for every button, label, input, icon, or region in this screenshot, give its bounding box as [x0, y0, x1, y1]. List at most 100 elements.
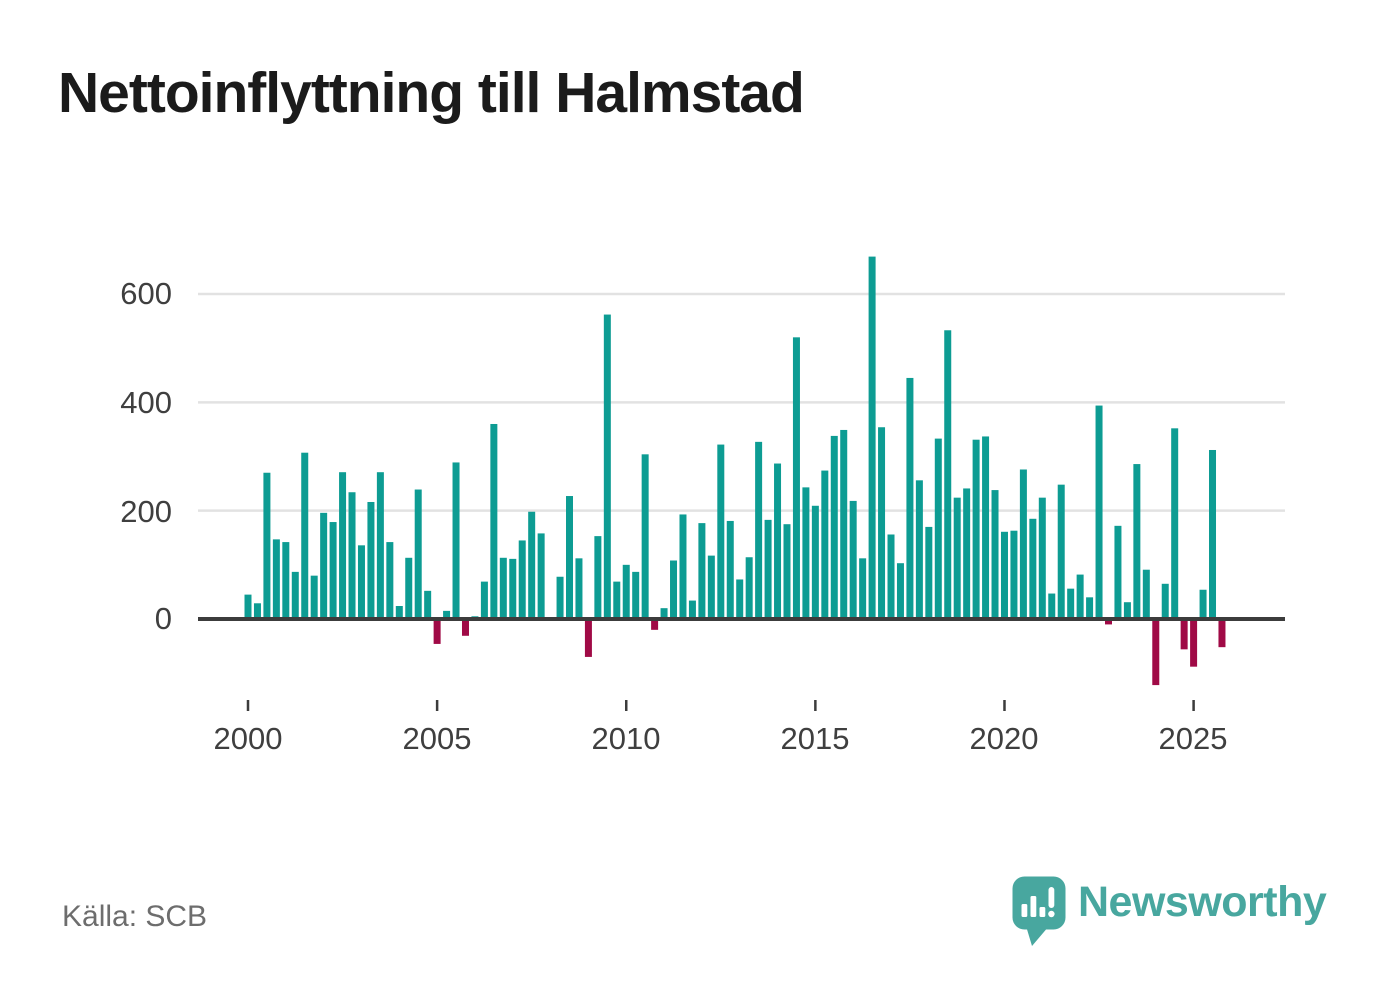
- bar: [499, 557, 507, 619]
- bar: [594, 536, 602, 619]
- bar: [405, 557, 413, 619]
- bar: [755, 441, 763, 619]
- bar: [859, 558, 867, 619]
- bar: [982, 436, 990, 619]
- bar: [575, 558, 583, 619]
- bar: [1019, 469, 1027, 619]
- bar: [1029, 518, 1037, 619]
- bar: [1142, 569, 1150, 619]
- bar: [915, 480, 923, 619]
- bar: [1123, 602, 1131, 619]
- bar: [1067, 588, 1075, 619]
- bar: [339, 472, 347, 619]
- brand-name: Newsworthy: [1078, 878, 1327, 926]
- bar: [830, 435, 838, 619]
- bar: [1161, 583, 1169, 619]
- bar: [291, 571, 299, 619]
- bar-negative: [1105, 619, 1112, 625]
- bar: [1209, 449, 1217, 619]
- bar: [443, 610, 451, 619]
- bar-negative: [433, 619, 441, 644]
- bar-negative: [651, 619, 659, 630]
- bar: [1133, 464, 1141, 619]
- bar: [991, 490, 999, 619]
- bar-negative: [1190, 619, 1198, 667]
- bar: [603, 314, 611, 619]
- bar: [386, 542, 394, 619]
- bar: [480, 581, 488, 619]
- x-axis-label-2015: 2015: [780, 721, 850, 756]
- bar: [802, 487, 810, 619]
- bar: [641, 454, 649, 619]
- x-axis-label-2020: 2020: [969, 721, 1039, 756]
- bar: [518, 540, 526, 619]
- bar: [840, 429, 848, 619]
- source-label: Källa: SCB: [62, 900, 208, 933]
- bar: [774, 463, 782, 619]
- bar: [679, 514, 687, 619]
- bar: [537, 533, 545, 619]
- bar: [528, 511, 536, 619]
- bar: [944, 330, 952, 619]
- bar: [310, 575, 318, 619]
- bar: [688, 600, 696, 619]
- bar: [632, 571, 640, 619]
- bar: [613, 581, 621, 619]
- bar: [963, 488, 971, 619]
- bar: [452, 462, 460, 619]
- bar: [698, 523, 706, 619]
- bar: [783, 524, 791, 619]
- bar: [764, 519, 772, 619]
- newsworthy-chart-bubble-icon: [1012, 876, 1066, 946]
- bar: [745, 557, 753, 619]
- bar: [490, 423, 498, 619]
- bar: [1076, 574, 1084, 619]
- bar: [329, 522, 337, 619]
- bar: [1114, 525, 1122, 619]
- bar: [1086, 597, 1094, 619]
- bar: [1038, 497, 1046, 619]
- bar: [811, 505, 819, 619]
- bar: [896, 563, 904, 619]
- y-axis-label-200: 200: [120, 494, 172, 529]
- bar: [934, 438, 942, 619]
- bar: [868, 256, 876, 619]
- bar: [726, 520, 734, 619]
- bar: [376, 472, 384, 619]
- bar: [792, 337, 800, 619]
- bar-negative: [1180, 619, 1188, 650]
- bar: [670, 560, 678, 619]
- bar: [348, 492, 356, 619]
- x-axis-label-2000: 2000: [213, 721, 283, 756]
- bar: [320, 512, 328, 619]
- bar: [622, 564, 630, 619]
- bar: [357, 545, 365, 619]
- bar: [1057, 484, 1065, 619]
- bar: [736, 579, 744, 619]
- bar-negative: [1218, 619, 1226, 648]
- bar: [849, 500, 857, 619]
- bar: [282, 542, 290, 619]
- bar: [717, 444, 725, 619]
- bar: [906, 377, 914, 619]
- bar: [414, 489, 422, 619]
- bar: [566, 496, 573, 619]
- bar: [1199, 589, 1207, 619]
- x-axis-label-2005: 2005: [402, 721, 472, 756]
- bar: [821, 470, 829, 619]
- bar: [367, 501, 375, 619]
- bar: [878, 427, 886, 619]
- bar-negative: [584, 619, 592, 657]
- bar: [887, 534, 895, 619]
- bar: [1095, 405, 1103, 619]
- bar: [1048, 593, 1056, 619]
- bar: [1000, 531, 1008, 619]
- y-axis-label-0: 0: [154, 601, 172, 636]
- bar: [707, 555, 715, 619]
- bar: [1010, 530, 1018, 619]
- x-axis-label-2025: 2025: [1158, 721, 1228, 756]
- bar: [556, 576, 564, 619]
- bar: [660, 608, 668, 619]
